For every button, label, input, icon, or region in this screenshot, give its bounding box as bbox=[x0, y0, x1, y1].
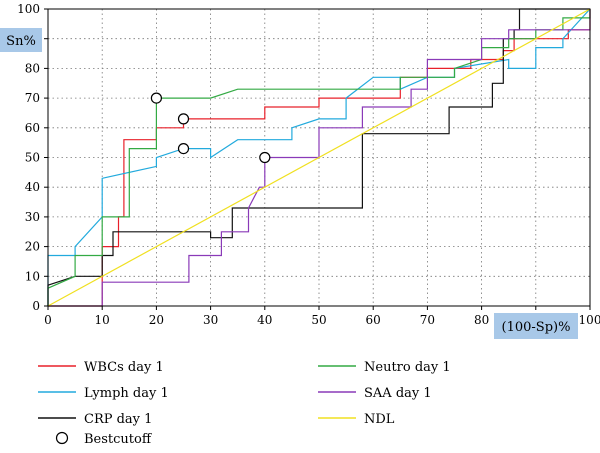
series-line-lymph-day-1 bbox=[47, 8, 591, 306]
y-tick-label: 30 bbox=[25, 210, 40, 224]
x-tick-label: 40 bbox=[257, 313, 272, 327]
legend-label: Neutro day 1 bbox=[364, 360, 451, 375]
legend-label: SAA day 1 bbox=[364, 386, 432, 401]
y-axis-label: Sn% bbox=[0, 28, 42, 52]
series-line-neutro-day-1 bbox=[47, 9, 591, 306]
x-tick-label: 20 bbox=[149, 313, 164, 327]
x-tick-label: 0 bbox=[44, 313, 52, 327]
y-tick-label: 50 bbox=[25, 151, 40, 165]
legend-swatch-bestcutoff bbox=[55, 431, 69, 445]
best-cutoff-marker bbox=[259, 151, 271, 164]
x-axis-label: (100-Sp)% bbox=[494, 313, 578, 339]
y-tick-label: 20 bbox=[25, 240, 40, 254]
x-axis-label-text: (100-Sp)% bbox=[502, 320, 571, 335]
x-tick-label: 60 bbox=[366, 313, 381, 327]
best-cutoff-markers bbox=[150, 92, 271, 164]
best-cutoff-marker bbox=[150, 92, 162, 104]
x-tick-label: 70 bbox=[420, 313, 435, 327]
legend-label: NDL bbox=[364, 412, 395, 427]
best-cutoff-marker bbox=[177, 142, 190, 155]
y-tick-label: 10 bbox=[25, 269, 40, 283]
y-tick-label: 100 bbox=[17, 2, 40, 16]
y-tick-label: 70 bbox=[25, 91, 40, 105]
y-tick-label: 60 bbox=[25, 121, 40, 135]
series-line-saa-day-1 bbox=[48, 9, 591, 307]
series-line-ndl bbox=[47, 8, 591, 307]
y-tick-label: 0 bbox=[32, 299, 40, 313]
legend-label: CRP day 1 bbox=[84, 412, 152, 427]
legend-label: Lymph day 1 bbox=[84, 386, 169, 401]
legend: WBCs day 1 Lymph day 1 CRP day 1 Neutro day… bbox=[38, 360, 451, 447]
y-tick-label: 40 bbox=[25, 180, 40, 194]
legend-label: Bestcutoff bbox=[84, 432, 153, 447]
roc-curves bbox=[47, 8, 591, 307]
x-tick-label: 100 bbox=[579, 313, 600, 327]
y-axis-label-text: Sn% bbox=[6, 34, 36, 49]
y-tick-label: 80 bbox=[25, 61, 40, 75]
x-tick-label: 10 bbox=[95, 313, 110, 327]
best-cutoff-marker bbox=[177, 113, 190, 125]
series-line-crp-day-1 bbox=[47, 8, 590, 306]
x-tick-label: 50 bbox=[311, 313, 326, 327]
legend-label: WBCs day 1 bbox=[84, 360, 164, 375]
x-tick-label: 80 bbox=[474, 313, 489, 327]
x-tick-label: 30 bbox=[203, 313, 218, 327]
